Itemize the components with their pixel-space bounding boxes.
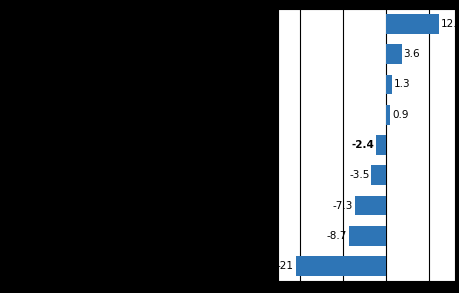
Text: -2.4: -2.4 [351, 140, 373, 150]
Bar [295, 256, 386, 276]
Bar [386, 44, 401, 64]
Bar [386, 14, 438, 34]
Text: -7.3: -7.3 [332, 201, 352, 211]
Text: -8.7: -8.7 [326, 231, 346, 241]
Text: 3.6: 3.6 [403, 49, 419, 59]
Text: -21: -21 [276, 261, 293, 271]
Text: 0.9: 0.9 [391, 110, 408, 120]
Text: -3.5: -3.5 [348, 170, 369, 180]
Bar [386, 105, 389, 125]
Bar [354, 196, 386, 215]
Bar [386, 75, 391, 94]
Bar [370, 166, 386, 185]
Text: 1.3: 1.3 [393, 79, 409, 89]
Bar [375, 135, 386, 155]
Text: 12.2: 12.2 [440, 19, 459, 29]
Bar [348, 226, 386, 246]
